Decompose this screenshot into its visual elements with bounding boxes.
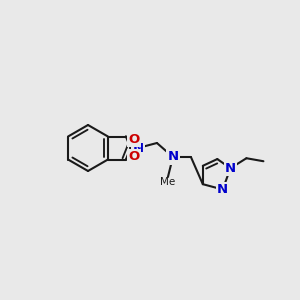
Text: N: N (132, 142, 143, 154)
Text: O: O (128, 133, 140, 146)
Text: N: N (167, 151, 178, 164)
Text: O: O (128, 150, 140, 163)
Text: N: N (217, 183, 228, 196)
Text: N: N (225, 162, 236, 175)
Text: Me: Me (160, 177, 176, 187)
